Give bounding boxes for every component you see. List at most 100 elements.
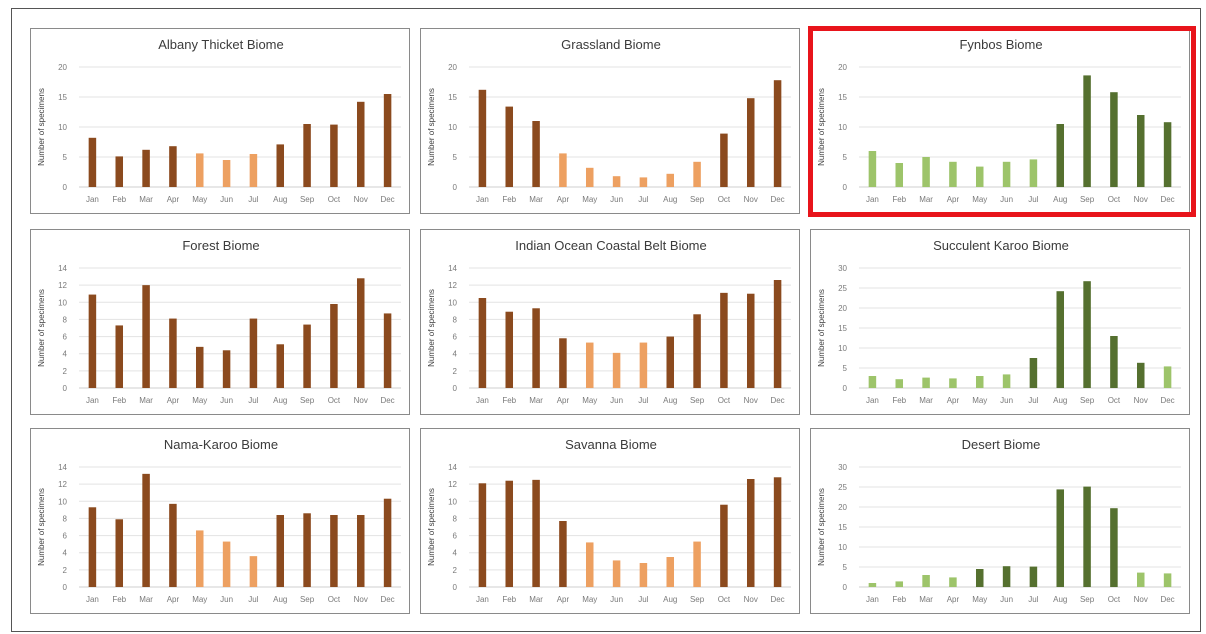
x-tick-label: Dec: [1160, 195, 1174, 204]
y-tick-label: 15: [58, 93, 67, 102]
x-tick-label: Feb: [502, 396, 516, 405]
bar-jan: [478, 298, 487, 388]
bar-mar: [532, 479, 540, 587]
x-tick-label: Jan: [866, 396, 879, 405]
x-tick-label: Feb: [892, 595, 906, 604]
bar-aug: [276, 344, 285, 388]
bar-dec: [1163, 573, 1172, 587]
bar-feb: [895, 581, 904, 587]
bar-jun: [1002, 566, 1011, 587]
bar-may: [975, 166, 984, 187]
y-axis-label: Number of specimens: [427, 289, 436, 367]
bar-feb: [505, 480, 514, 587]
y-tick-label: 10: [838, 543, 847, 552]
y-axis-label: Number of specimens: [817, 488, 826, 566]
bar-may: [195, 346, 204, 388]
x-tick-label: Jul: [248, 396, 258, 405]
x-tick-label: Aug: [1053, 595, 1067, 604]
x-tick-label: Jul: [248, 195, 258, 204]
y-tick-label: 10: [838, 344, 847, 353]
bar-nov: [1136, 572, 1145, 587]
x-tick-label: Nov: [744, 396, 758, 405]
x-tick-label: Jun: [220, 195, 233, 204]
x-tick-label: Jun: [1000, 595, 1013, 604]
y-tick-label: 10: [838, 123, 847, 132]
bar-nov: [746, 479, 755, 587]
bar-jul: [1029, 358, 1038, 388]
y-tick-label: 10: [448, 497, 457, 506]
y-tick-label: 0: [843, 583, 848, 592]
bar-jul: [639, 563, 648, 587]
y-tick-label: 5: [843, 563, 848, 572]
x-tick-label: Mar: [919, 195, 933, 204]
x-tick-label: Jan: [86, 396, 99, 405]
y-tick-label: 6: [63, 532, 68, 541]
y-tick-label: 20: [58, 63, 67, 72]
x-tick-label: Jun: [610, 195, 623, 204]
y-tick-label: 0: [63, 583, 68, 592]
y-tick-label: 12: [448, 480, 457, 489]
y-tick-label: 14: [448, 264, 457, 273]
x-tick-label: Aug: [663, 195, 677, 204]
x-tick-label: Mar: [139, 595, 153, 604]
y-tick-label: 6: [453, 333, 458, 342]
y-tick-label: 15: [838, 523, 847, 532]
y-tick-label: 15: [838, 324, 847, 333]
x-tick-label: Mar: [529, 595, 543, 604]
bar-jun: [222, 350, 231, 388]
bar-jan: [88, 294, 97, 388]
x-tick-label: Sep: [300, 396, 315, 405]
x-tick-label: Apr: [167, 195, 180, 204]
bar-oct: [330, 304, 338, 388]
y-tick-label: 14: [448, 463, 457, 472]
x-tick-label: Nov: [744, 195, 758, 204]
bar-sep: [303, 513, 311, 587]
bar-sep: [1083, 281, 1091, 388]
x-tick-label: Oct: [1108, 595, 1121, 604]
x-tick-label: Apr: [557, 396, 570, 405]
bar-mar: [142, 149, 150, 187]
bar-dec: [773, 477, 782, 587]
y-tick-label: 5: [453, 153, 458, 162]
bar-apr: [559, 338, 567, 388]
chart-title: Nama-Karoo Biome: [164, 437, 278, 452]
bar-oct: [330, 124, 338, 187]
bar-dec: [1163, 366, 1172, 388]
chart-panel-grassland: Grassland Biome 0 5 10 15 20 Number of specime…: [420, 28, 800, 214]
x-tick-label: Jun: [610, 595, 623, 604]
bar-dec: [383, 94, 392, 187]
x-tick-label: Oct: [718, 396, 731, 405]
bar-dec: [383, 313, 392, 388]
x-tick-label: Oct: [328, 595, 341, 604]
chart-panel-indian-ocean-coastal-belt: Indian Ocean Coastal Belt Biome 0 2 4 6 8 10 12…: [420, 229, 800, 415]
bar-jul: [249, 556, 258, 587]
chart-title: Fynbos Biome: [959, 37, 1042, 52]
bar-feb: [895, 163, 904, 187]
chart-title: Succulent Karoo Biome: [933, 238, 1069, 253]
y-tick-label: 25: [838, 284, 847, 293]
bar-jan: [868, 583, 877, 587]
chart-panel-albany-thicket: Albany Thicket Biome 0 5 10 15 20 Number of sp…: [30, 28, 410, 214]
x-tick-label: Feb: [112, 195, 126, 204]
bar-sep: [1083, 75, 1091, 187]
bar-mar: [922, 575, 930, 587]
x-tick-label: Aug: [273, 195, 287, 204]
bar-jun: [222, 160, 231, 187]
bar-may: [585, 167, 594, 187]
x-tick-label: Mar: [529, 195, 543, 204]
bar-may: [585, 342, 594, 388]
bar-jan: [868, 376, 877, 388]
bar-apr: [949, 161, 957, 187]
x-tick-label: Mar: [919, 595, 933, 604]
y-tick-label: 30: [838, 264, 847, 273]
chart-title: Albany Thicket Biome: [158, 37, 284, 52]
y-tick-label: 6: [63, 333, 68, 342]
bar-feb: [505, 311, 514, 388]
x-tick-label: Jul: [638, 595, 648, 604]
y-tick-label: 15: [838, 93, 847, 102]
y-tick-label: 10: [58, 123, 67, 132]
bar-sep: [1083, 486, 1091, 587]
x-tick-label: Sep: [1080, 195, 1095, 204]
bar-apr: [169, 503, 177, 587]
y-tick-label: 5: [63, 153, 68, 162]
